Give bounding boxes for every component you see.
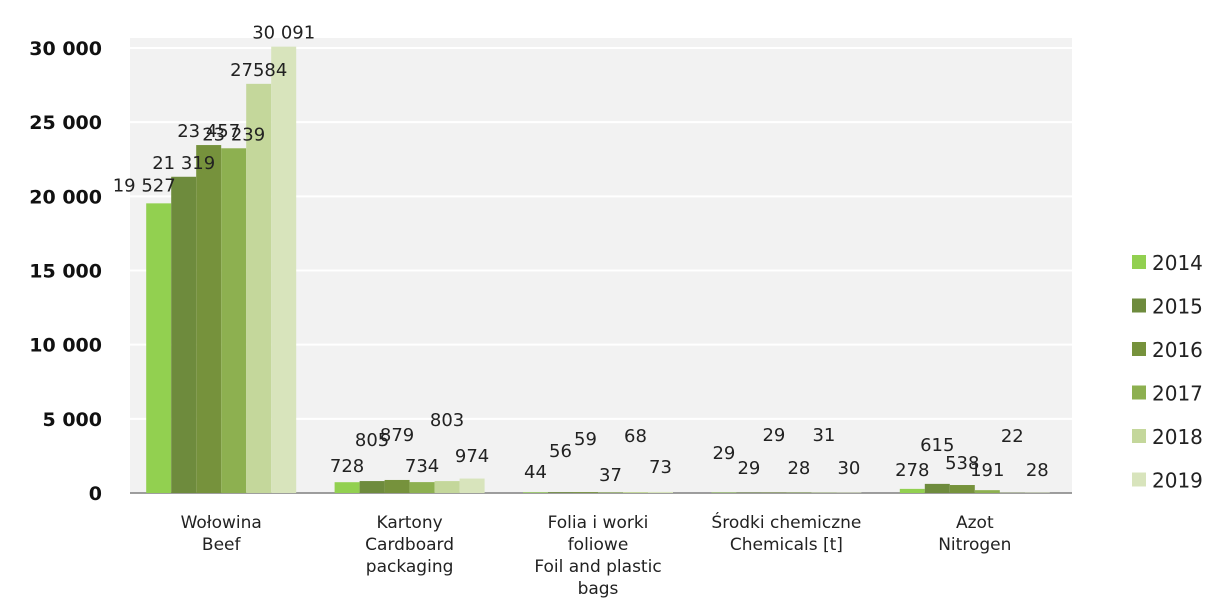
category-label: Wołowina Beef (181, 513, 262, 555)
category-label-line: Cardboard (365, 535, 454, 555)
data-label: 28 (787, 458, 810, 479)
category-label-line: Chemicals [t] (730, 535, 843, 555)
bar-2018-0 (246, 83, 272, 493)
data-label: 29 (762, 425, 785, 446)
y-tick-label: 0 (89, 483, 102, 505)
data-label: 879 (380, 425, 414, 446)
bar-2014-2 (523, 492, 548, 493)
legend-swatch-2017 (1132, 385, 1146, 400)
legend-swatch-2019 (1132, 472, 1146, 487)
bar-2015-2 (548, 492, 573, 493)
data-label: 538 (945, 453, 979, 474)
legend-swatch-2016 (1132, 342, 1146, 356)
data-label: 30 091 (252, 23, 315, 44)
category-label-line: Kartony (377, 513, 443, 533)
bar-2016-2 (573, 492, 598, 493)
data-label: 19 527 (113, 175, 176, 196)
data-label: 31 (812, 425, 835, 446)
legend-swatch-2018 (1132, 429, 1146, 443)
data-label: 191 (970, 460, 1004, 481)
x-axis: Wołowina Beef Kartony Cardboard packaging Fol… (181, 511, 1012, 599)
y-tick-label: 15 000 (29, 261, 102, 283)
legend-swatch-2014 (1132, 255, 1146, 269)
bar-2016-4 (949, 485, 975, 493)
category-label-line: foliowe (568, 535, 629, 555)
bar-2018-2 (623, 491, 648, 493)
category-label: Azot Nitrogen (938, 513, 1011, 555)
legend-label: 2016 (1152, 338, 1203, 362)
bar-2017-2 (598, 492, 623, 493)
bar-2015-1 (359, 481, 385, 493)
data-label: 73 (649, 457, 672, 478)
category-label: Kartony Cardboard packaging (365, 513, 454, 577)
legend-swatch-2015 (1132, 298, 1146, 313)
category-label-line: bags (578, 579, 619, 599)
bar-2016-0 (196, 145, 222, 493)
category-label-line: Azot (956, 513, 994, 533)
data-label: 23 457 (177, 121, 240, 142)
category-label-line: Środki chemiczne (711, 511, 861, 533)
bar-2018-1 (434, 481, 460, 493)
legend-label: 2018 (1152, 425, 1203, 449)
bar-2016-1 (384, 479, 410, 493)
y-tick-label: 10 000 (29, 335, 102, 357)
y-tick-label: 30 000 (29, 38, 102, 60)
data-label: 23 239 (202, 124, 265, 145)
bar-2017-0 (221, 148, 247, 494)
category-label: Środki chemiczne Chemicals [t] (711, 511, 861, 555)
bar-2017-1 (409, 482, 435, 493)
data-label: 44 (524, 462, 547, 483)
data-label: 29 (712, 443, 735, 464)
data-label: 615 (920, 435, 954, 456)
data-label: 27584 (230, 60, 287, 81)
data-label: 805 (355, 430, 389, 451)
legend-label: 2014 (1152, 251, 1203, 275)
data-label: 30 (837, 458, 860, 479)
y-tick-label: 5 000 (43, 409, 103, 431)
category-label-line: Foil and plastic (534, 557, 661, 577)
data-label: 803 (430, 410, 464, 431)
y-tick-label: 25 000 (29, 112, 102, 134)
category-label-line: Beef (202, 535, 242, 555)
bar-2019-0 (271, 46, 297, 493)
bar-2015-0 (171, 176, 197, 493)
data-labels: 19 527 728 44 29 278 21 319 805 56 29 615 23 457 87… (113, 23, 1049, 486)
bar-2014-4 (899, 488, 925, 493)
category-label-line: packaging (366, 557, 454, 577)
bar-2014-0 (146, 203, 172, 494)
data-label: 37 (599, 465, 622, 486)
category-label-line: Nitrogen (938, 535, 1011, 555)
bars (146, 46, 1050, 494)
data-label: 728 (330, 456, 364, 477)
legend: 2014 2015 2016 2017 2018 2019 (1132, 251, 1203, 493)
data-label: 29 (737, 458, 760, 479)
data-label: 56 (549, 441, 572, 462)
bar-2019-2 (648, 491, 673, 493)
legend-label: 2019 (1152, 469, 1203, 493)
legend-label: 2017 (1152, 382, 1203, 406)
data-label: 974 (455, 446, 489, 467)
data-label: 68 (624, 426, 647, 447)
y-axis: 0 5 000 10 000 15 000 20 000 25 000 30 000 (29, 38, 102, 505)
data-label: 59 (574, 429, 597, 450)
category-label-line: Folia i worki (548, 513, 649, 533)
data-label: 278 (895, 460, 929, 481)
y-tick-label: 20 000 (29, 186, 102, 208)
data-label: 28 (1026, 460, 1049, 481)
data-label: 734 (405, 456, 439, 477)
bar-2015-4 (924, 483, 950, 493)
legend-label: 2015 (1152, 295, 1203, 319)
data-label: 22 (1001, 426, 1024, 447)
category-label: Folia i worki foliowe Foil and plastic bags (534, 513, 661, 599)
bar-2017-4 (974, 490, 1000, 493)
data-label: 21 319 (152, 153, 215, 174)
bar-2019-1 (459, 478, 485, 493)
bar-2014-1 (334, 482, 360, 493)
category-label-line: Wołowina (181, 513, 262, 533)
